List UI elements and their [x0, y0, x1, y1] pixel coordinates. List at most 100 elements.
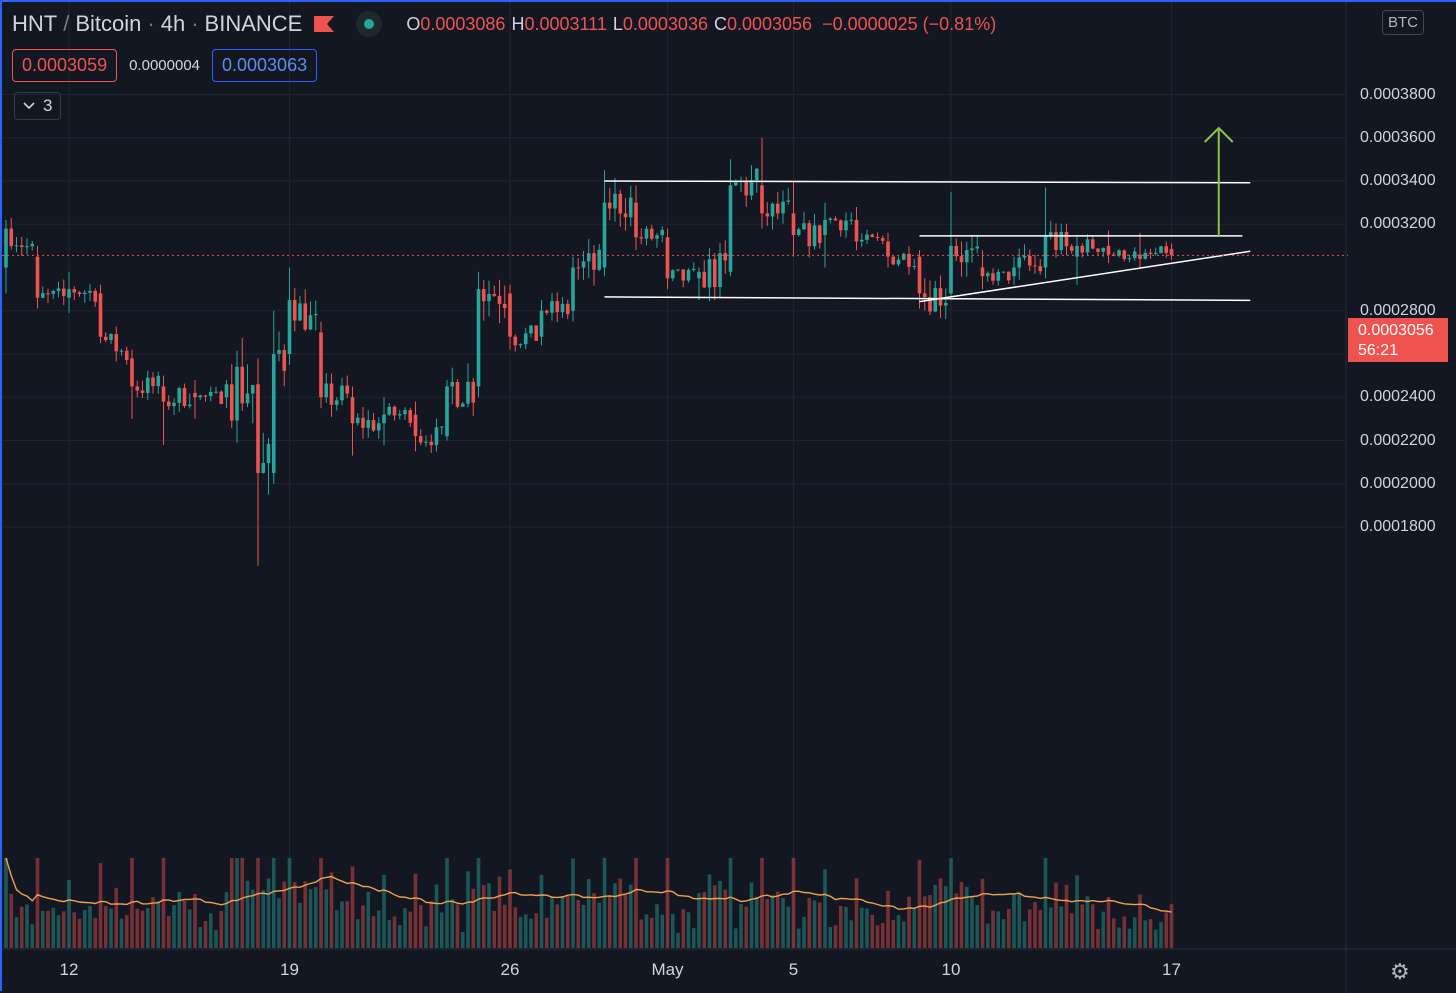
- volume-bar: [266, 878, 271, 948]
- trendline[interactable]: [604, 180, 1251, 184]
- candle-body: [455, 382, 460, 407]
- low-label: L: [612, 13, 623, 34]
- candle-body: [634, 202, 638, 238]
- volume-bar: [912, 907, 917, 948]
- volume-bar: [812, 900, 817, 948]
- volume-bar: [350, 866, 355, 948]
- candle-body: [151, 377, 155, 387]
- trendline[interactable]: [604, 296, 1251, 302]
- candle-body: [676, 269, 680, 271]
- price-tick-label: 0.0003600: [1360, 128, 1436, 146]
- volume-bar: [739, 903, 743, 948]
- candle-body: [733, 181, 738, 186]
- candle-body: [177, 388, 182, 403]
- volume-bar: [844, 906, 848, 948]
- volume-bar: [775, 891, 780, 948]
- volume-bar: [1038, 909, 1043, 948]
- volume-bar: [261, 890, 266, 948]
- candle-body: [1043, 235, 1048, 268]
- volume-bar: [765, 899, 770, 948]
- volume-bar: [1069, 913, 1074, 948]
- candle-body: [523, 333, 528, 345]
- candle-body: [1117, 250, 1121, 256]
- open-label: O: [406, 13, 421, 34]
- volume-bar: [245, 880, 250, 948]
- candle-body: [565, 303, 570, 315]
- candle-body: [245, 393, 250, 404]
- volume-bar: [655, 904, 659, 948]
- volume-bar: [607, 895, 612, 948]
- candle-body: [9, 228, 14, 247]
- volume-bar: [581, 904, 586, 948]
- candle-body: [508, 293, 512, 337]
- volume-bar: [1153, 929, 1158, 948]
- candle-body: [319, 332, 323, 398]
- volume-bar: [865, 908, 869, 948]
- candle-body: [308, 315, 313, 330]
- volume-bar: [271, 858, 276, 948]
- volume-bar: [1059, 906, 1064, 948]
- candle-body: [854, 219, 859, 242]
- volume-bar: [172, 905, 176, 948]
- settings-gear-icon[interactable]: ⚙: [1390, 959, 1410, 984]
- volume-bar: [450, 899, 455, 948]
- trendline[interactable]: [919, 250, 1251, 303]
- candle-body: [712, 259, 717, 288]
- candle-body: [1022, 255, 1027, 258]
- open-value: 0.0003086: [420, 13, 506, 34]
- candle-body: [35, 256, 40, 298]
- candle-body: [770, 203, 775, 217]
- candle-body: [334, 400, 339, 405]
- candle-body: [707, 259, 712, 288]
- market-status-icon[interactable]: [356, 11, 383, 37]
- buy-button[interactable]: 0.0003063: [212, 49, 318, 82]
- volume-bar: [308, 889, 313, 948]
- flag-icon[interactable]: [314, 16, 335, 32]
- candle-body: [1159, 246, 1163, 253]
- volume-bar: [109, 908, 113, 948]
- candle-body: [964, 250, 969, 263]
- candle-body: [613, 193, 617, 209]
- volume-bar: [523, 914, 528, 948]
- date-tick-label: 26: [500, 960, 520, 979]
- volume-bar: [119, 918, 124, 948]
- candle-body: [371, 419, 376, 431]
- candle-body: [870, 234, 875, 237]
- volume-bar: [235, 858, 239, 948]
- volume-bar: [838, 906, 843, 948]
- candle-body: [282, 350, 287, 371]
- separator-dot: ·: [191, 11, 199, 36]
- volume-bar: [933, 884, 938, 948]
- volume-bar: [817, 902, 822, 948]
- symbol-name[interactable]: HNT: [12, 11, 58, 36]
- volume-bar: [35, 858, 40, 948]
- volume-bar: [791, 858, 796, 948]
- sell-button[interactable]: 0.0003059: [12, 49, 118, 82]
- candle-body: [214, 391, 218, 393]
- candle-body: [382, 414, 386, 424]
- candle-body: [61, 288, 66, 297]
- candle-body: [833, 218, 838, 221]
- indicators-collapse-button[interactable]: 3: [14, 92, 62, 120]
- currency-badge[interactable]: BTC: [1382, 10, 1424, 35]
- volume-bar: [1001, 919, 1006, 948]
- candle-body: [1122, 250, 1127, 260]
- volume-bar: [597, 902, 602, 948]
- candle-body: [917, 256, 922, 294]
- breakout-arrow[interactable]: [1204, 126, 1234, 236]
- candle-body: [1038, 266, 1043, 272]
- volume-bar: [513, 907, 518, 948]
- volume-bar: [1138, 894, 1142, 948]
- volume-bar: [670, 913, 675, 948]
- volume-bar: [749, 882, 754, 948]
- candle-body: [487, 293, 491, 302]
- volume-bar: [508, 869, 512, 948]
- candle-body: [471, 381, 476, 403]
- candle-body: [786, 200, 791, 202]
- volume-bar: [1075, 875, 1079, 948]
- interval-label[interactable]: 4h: [160, 11, 186, 36]
- candle-body: [607, 202, 612, 209]
- candle-body: [109, 334, 113, 341]
- candle-body: [681, 269, 686, 281]
